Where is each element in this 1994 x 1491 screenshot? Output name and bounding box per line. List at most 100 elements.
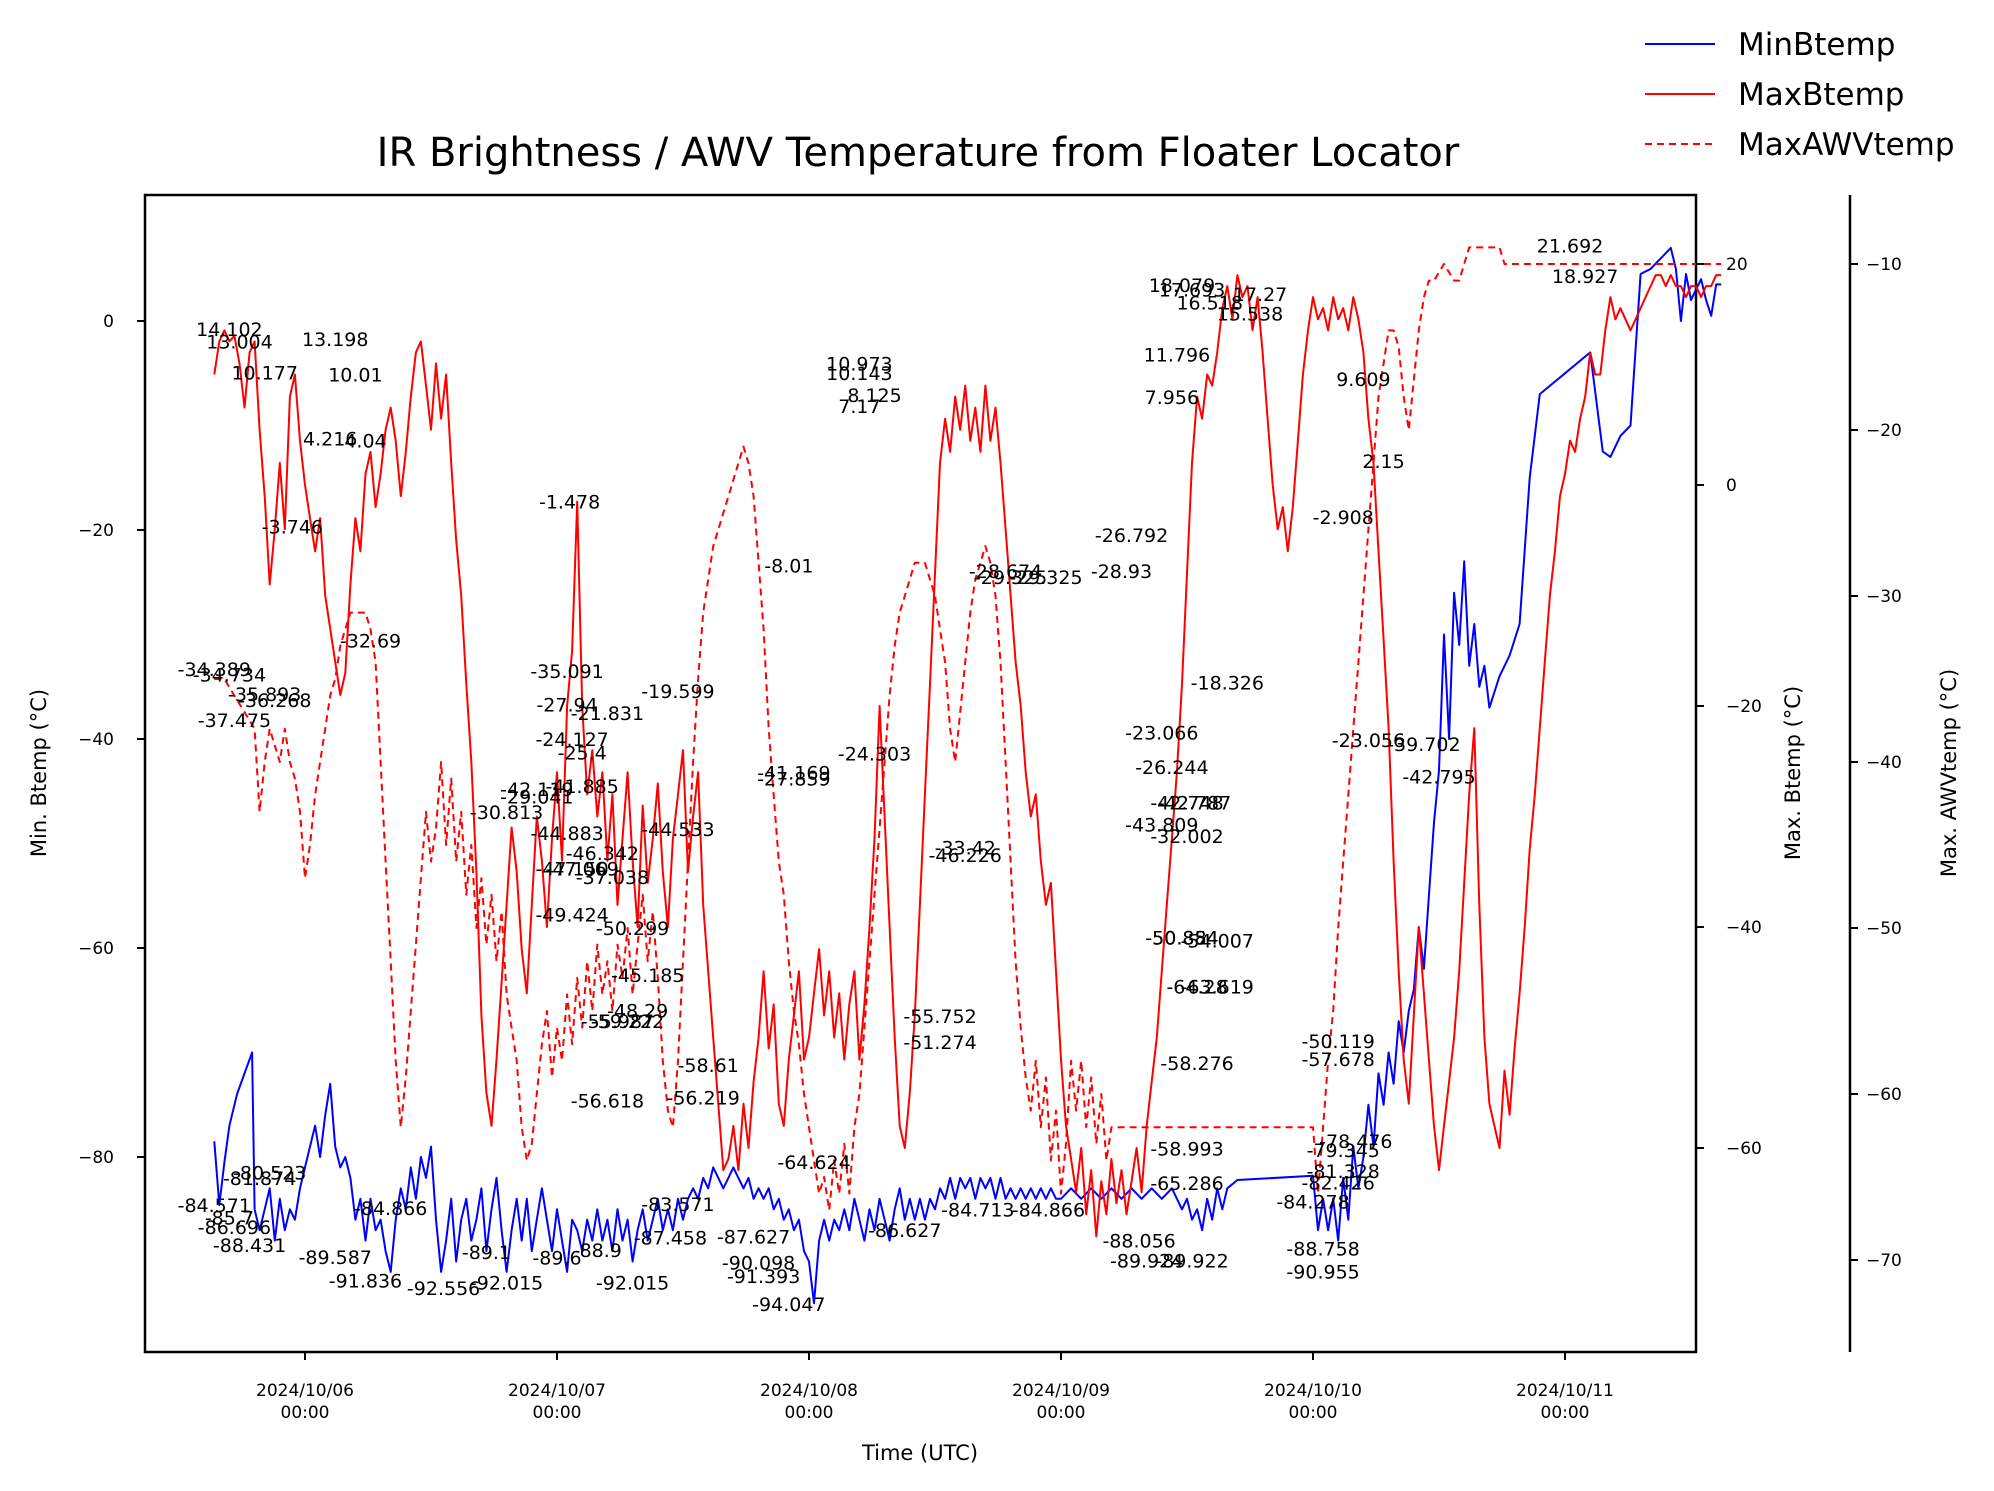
data-label: -85.7 bbox=[205, 1208, 254, 1230]
y-far-right-tick-label: −50 bbox=[1866, 919, 1902, 939]
data-label: 10.143 bbox=[826, 363, 892, 385]
data-label: -18.326 bbox=[1191, 673, 1264, 695]
data-label: -19.599 bbox=[641, 681, 714, 703]
data-label: -21.831 bbox=[571, 703, 644, 725]
x-tick-label-date: 2024/10/09 bbox=[1012, 1381, 1110, 1401]
data-label: -46.226 bbox=[929, 845, 1002, 867]
data-label: -56.219 bbox=[666, 1087, 739, 1109]
data-label: -42.795 bbox=[1402, 767, 1475, 789]
data-label: 2.15 bbox=[1362, 451, 1404, 473]
data-label: -90.098 bbox=[722, 1253, 795, 1275]
x-tick-label-time: 00:00 bbox=[281, 1403, 330, 1423]
data-label: 10.01 bbox=[328, 364, 382, 386]
data-label: -23.056 bbox=[1332, 730, 1405, 752]
y-axis-right: 20 0 −20 −40 −60 bbox=[1696, 255, 1762, 1159]
x-tick-label-time: 00:00 bbox=[1541, 1403, 1590, 1423]
data-label: -57.678 bbox=[1302, 1049, 1375, 1071]
data-label: -50.884 bbox=[1145, 928, 1218, 950]
data-label: -37.038 bbox=[576, 867, 649, 889]
y-axis-far-right-label: Max. AWVtemp (°C) bbox=[1937, 669, 1961, 877]
data-label: -30.813 bbox=[470, 802, 543, 824]
data-label: -81.874 bbox=[223, 1168, 296, 1190]
data-label: -88.431 bbox=[213, 1235, 286, 1257]
data-label: -58.61 bbox=[678, 1055, 739, 1077]
data-label: 4.216 bbox=[303, 428, 357, 450]
data-label: -89.922 bbox=[1155, 1251, 1228, 1273]
data-label: -45.185 bbox=[611, 965, 684, 987]
data-label: -8.01 bbox=[764, 556, 813, 578]
data-label: -34.389 bbox=[178, 659, 251, 681]
data-label: -32.002 bbox=[1150, 826, 1223, 848]
data-label: -91.393 bbox=[727, 1266, 800, 1288]
data-label: 18.079 bbox=[1149, 275, 1215, 297]
data-label: -88.9 bbox=[573, 1240, 622, 1262]
data-label: -41.885 bbox=[546, 776, 619, 798]
data-label: -36.268 bbox=[238, 690, 311, 712]
y-far-right-tick-label: −60 bbox=[1866, 1085, 1902, 1105]
data-label: 7.17 bbox=[838, 396, 880, 418]
data-label: -55.752 bbox=[903, 1006, 976, 1028]
data-label: -49.424 bbox=[535, 905, 608, 927]
y-axis-left: 0 −20 −40 −60 −80 bbox=[78, 312, 145, 1168]
data-label: -84.866 bbox=[354, 1198, 427, 1220]
y-right-tick-label: −20 bbox=[1726, 697, 1762, 717]
data-label: -27.859 bbox=[757, 769, 830, 791]
data-label: -29.041 bbox=[500, 786, 573, 808]
data-label: -54.007 bbox=[1181, 931, 1254, 953]
data-label: -25.4 bbox=[558, 743, 607, 765]
data-label: -29.325 bbox=[1009, 567, 1082, 589]
x-tick-label-time: 00:00 bbox=[785, 1403, 834, 1423]
data-label: 4.04 bbox=[344, 430, 386, 452]
data-label: -29.325 bbox=[974, 567, 1047, 589]
series-line-maxbtemp bbox=[213, 274, 1722, 1238]
data-label: -80.523 bbox=[233, 1163, 306, 1185]
data-label: -26.792 bbox=[1095, 525, 1168, 547]
data-label: -47.069 bbox=[546, 859, 619, 881]
data-label: 10.973 bbox=[826, 354, 892, 376]
x-tick-label-date: 2024/10/07 bbox=[508, 1381, 606, 1401]
legend-label-maxbtemp: MaxBtemp bbox=[1738, 77, 1904, 113]
data-label: 21.692 bbox=[1537, 235, 1603, 257]
series-line-minbtemp bbox=[213, 246, 1722, 1305]
data-label: 8.125 bbox=[847, 385, 901, 407]
data-label: -83.571 bbox=[641, 1194, 714, 1216]
x-tick-label-date: 2024/10/11 bbox=[1516, 1381, 1614, 1401]
data-label: -33.42 bbox=[935, 838, 996, 860]
y-left-tick-label: 0 bbox=[103, 312, 114, 332]
data-label: -55.987 bbox=[581, 1011, 654, 1033]
series-line-maxawvtemp bbox=[214, 246, 1722, 1212]
y-left-tick-label: −20 bbox=[78, 521, 114, 541]
data-label: -24.127 bbox=[535, 729, 608, 751]
y-left-tick-label: −40 bbox=[78, 730, 114, 750]
data-label: -64.28 bbox=[1166, 977, 1227, 999]
data-label: -92.556 bbox=[407, 1278, 480, 1300]
x-tick-label-date: 2024/10/10 bbox=[1264, 1381, 1362, 1401]
y-right-tick-label: −40 bbox=[1726, 918, 1762, 938]
chart-title: IR Brightness / AWV Temperature from Flo… bbox=[377, 130, 1460, 176]
data-label: -44.533 bbox=[641, 819, 714, 841]
data-label: -89.6 bbox=[532, 1247, 581, 1269]
data-label: -3.746 bbox=[262, 516, 323, 538]
y-right-tick-label: 20 bbox=[1726, 255, 1748, 275]
legend-label-minbtemp: MinBtemp bbox=[1738, 27, 1895, 63]
data-label: -92.015 bbox=[596, 1273, 669, 1295]
data-label: -42.119 bbox=[500, 779, 573, 801]
data-label: -81.328 bbox=[1307, 1161, 1380, 1183]
x-axis: 2024/10/0600:002024/10/0700:002024/10/08… bbox=[256, 1352, 1614, 1423]
x-axis-label: Time (UTC) bbox=[861, 1441, 978, 1465]
data-label: -42.787 bbox=[1158, 793, 1231, 815]
x-tick-label-time: 00:00 bbox=[1289, 1403, 1338, 1423]
data-label: -35.091 bbox=[530, 661, 603, 683]
data-label: 14.102 bbox=[196, 319, 262, 341]
data-label: -43.809 bbox=[1125, 815, 1198, 837]
data-label: -51.274 bbox=[903, 1032, 976, 1054]
data-label: -84.713 bbox=[941, 1199, 1014, 1221]
legend-label-maxawvtemp: MaxAWVtemp bbox=[1738, 127, 1955, 163]
data-label: 18.927 bbox=[1552, 266, 1618, 288]
data-label: 10.177 bbox=[231, 363, 297, 385]
data-label: -2.908 bbox=[1313, 507, 1374, 529]
data-label: -88.056 bbox=[1102, 1231, 1175, 1253]
data-label: 13.004 bbox=[206, 331, 272, 353]
data-label: -94.047 bbox=[752, 1294, 825, 1316]
data-label: 17.27 bbox=[1233, 284, 1287, 306]
